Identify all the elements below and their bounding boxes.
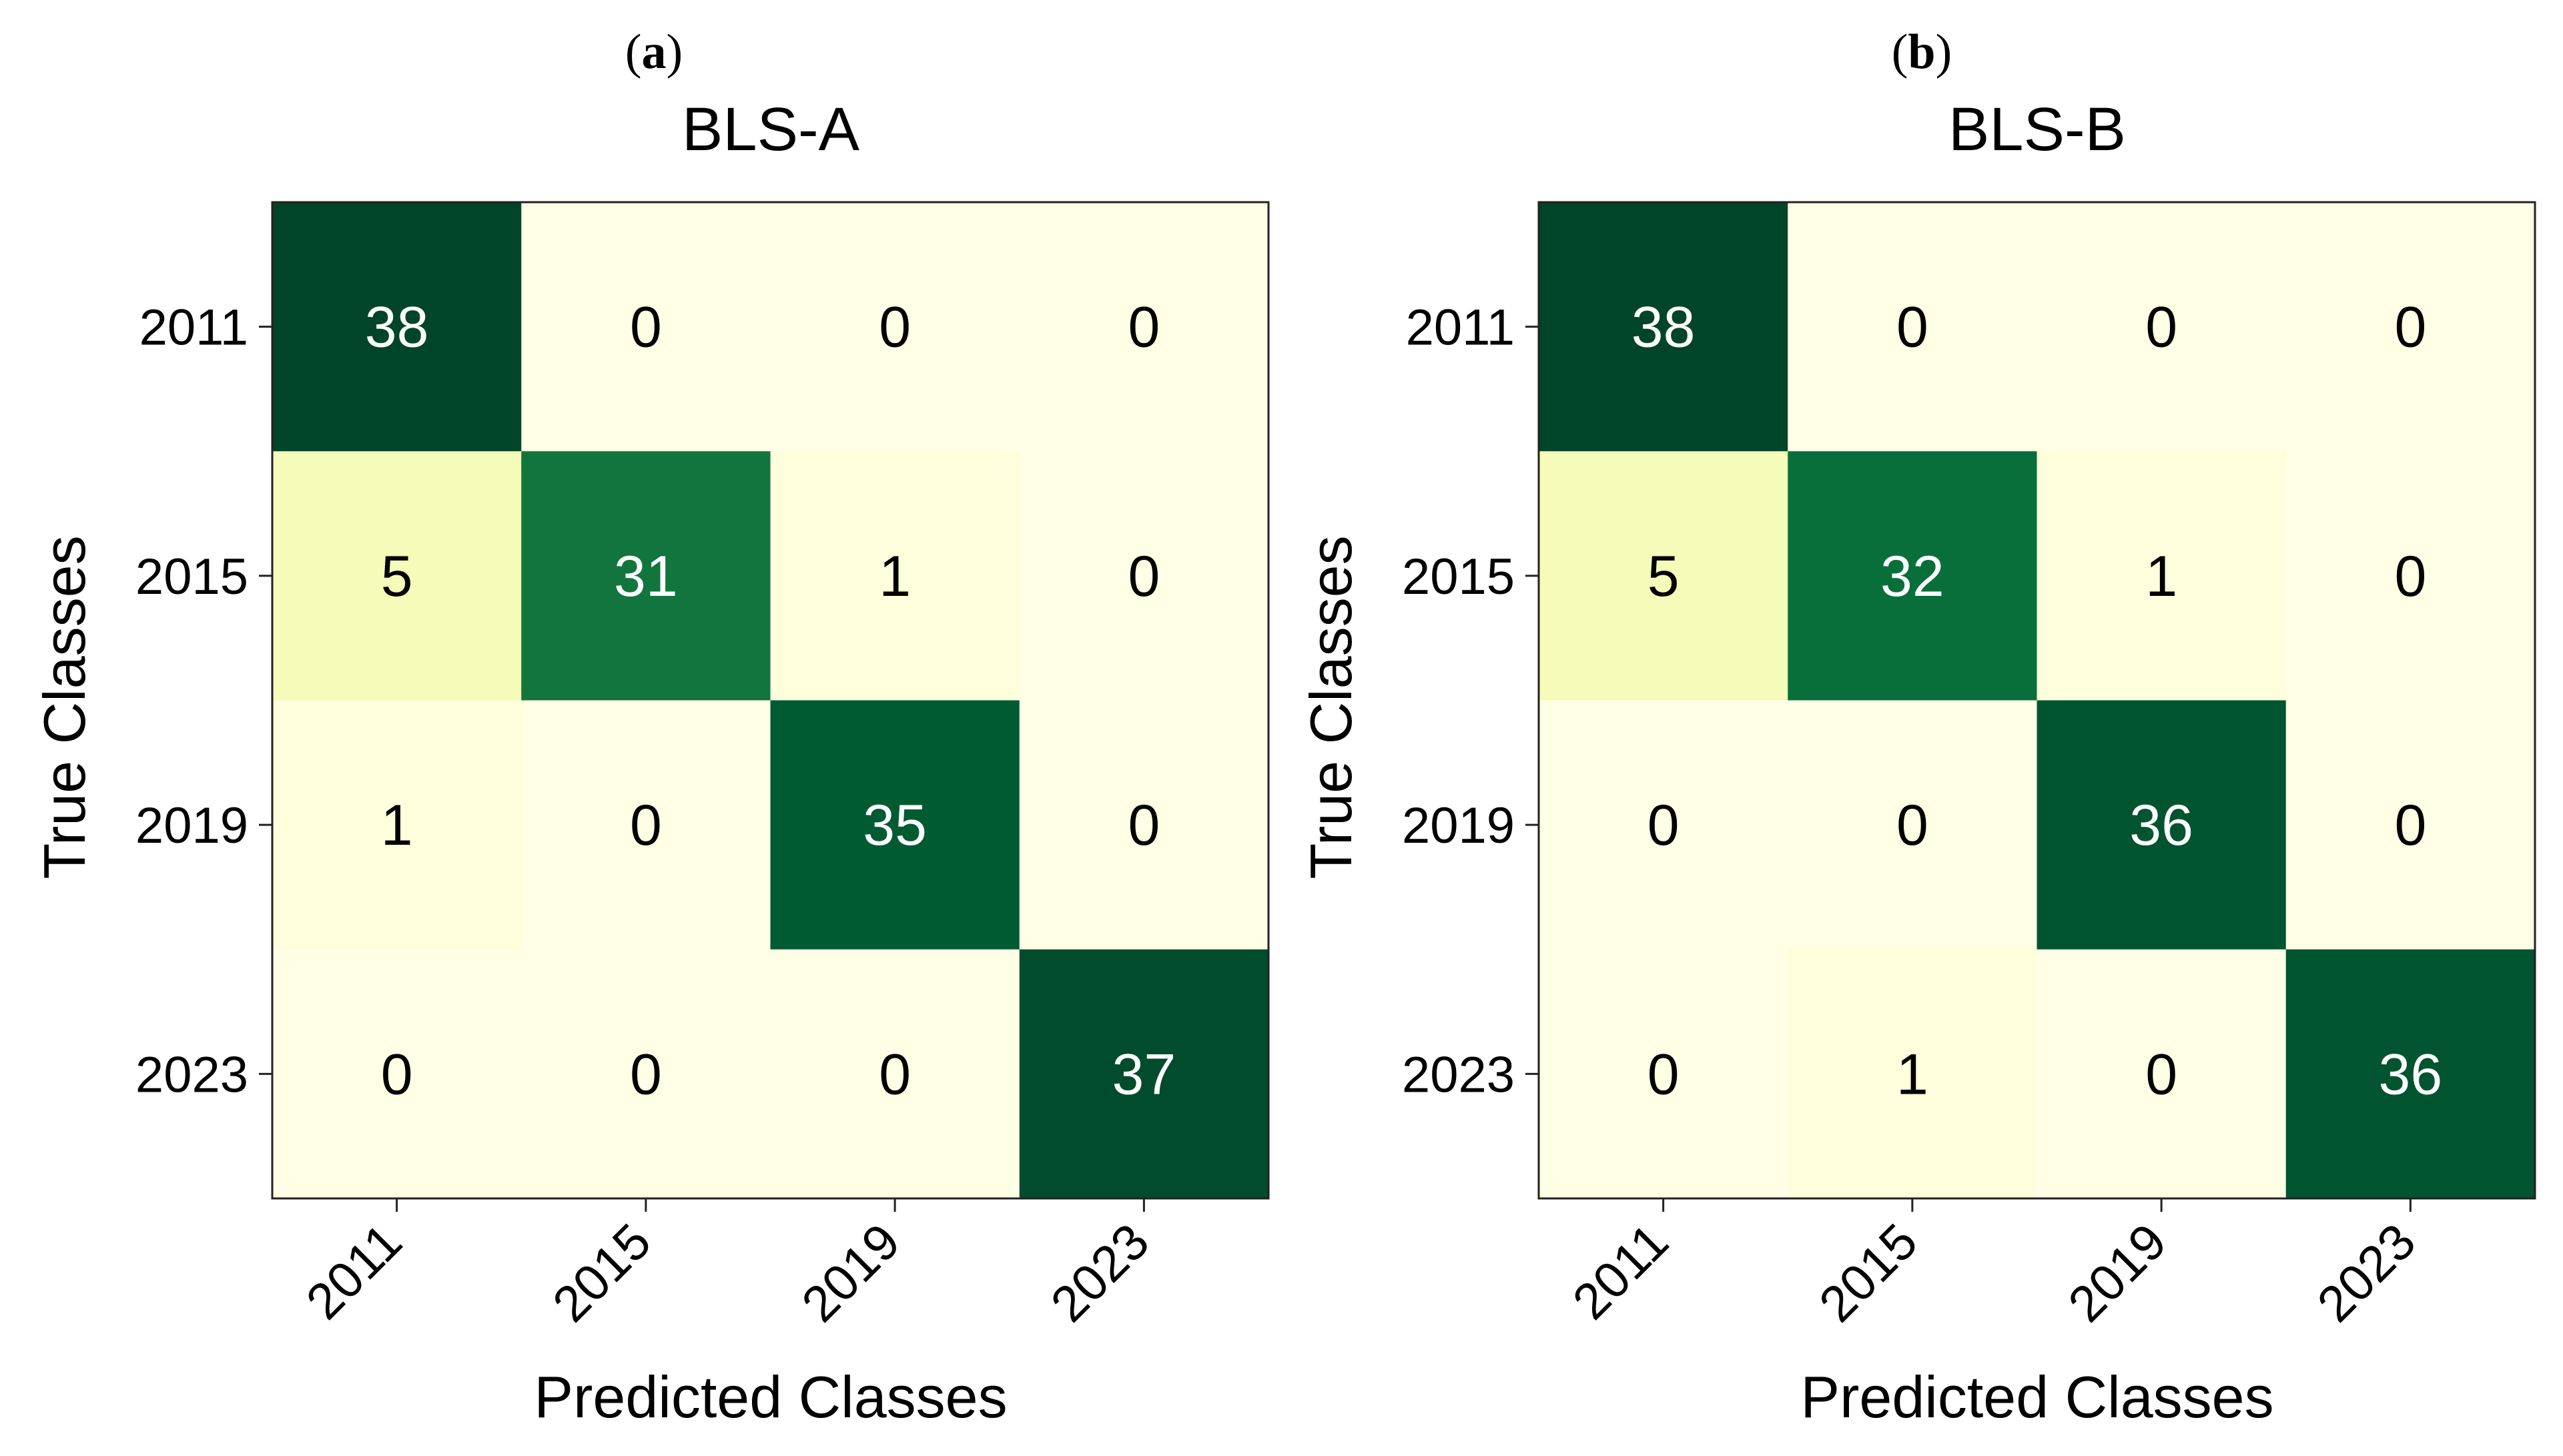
panel-a-title: BLS-A xyxy=(682,95,860,163)
panel-a-cell-2019-2015 xyxy=(521,700,771,950)
panel-a-cell-2011-2015 xyxy=(521,202,771,452)
panel-b-cell-2023-2019 xyxy=(2037,949,2287,1199)
panel-b-cell-value: 0 xyxy=(2394,793,2426,857)
panel-a-ytick-label: 2011 xyxy=(139,300,248,356)
panel-a-matrix: 38 0 0 0 5 31 1 0 1 0 35 0 0 0 0 37 xyxy=(271,201,1270,1200)
panel-a-cell-value: 37 xyxy=(1112,1042,1176,1106)
panel-a-cell-value: 35 xyxy=(863,793,927,857)
panel-a-cell-value: 0 xyxy=(381,1042,413,1106)
panel-b-cell-2019-2019 xyxy=(2037,700,2287,950)
panel-a-cell-2011-2023 xyxy=(1019,202,1269,452)
panel-a-cell-value: 38 xyxy=(365,296,429,360)
panel-a-cell-2023-2023 xyxy=(1019,949,1269,1199)
panel-a-ylabel: True Classes xyxy=(31,535,97,879)
panel-a-cell-2019-2023 xyxy=(1019,700,1269,950)
panel-a-cell-value: 1 xyxy=(879,544,911,609)
panel-b-open-paren: ( xyxy=(1892,25,1908,79)
panel-b-cell-value: 5 xyxy=(1647,544,1680,609)
panel-a-close-paren: ) xyxy=(667,25,683,79)
panel-a-label: (a) xyxy=(625,25,683,79)
panel-a-cell-value: 0 xyxy=(1128,544,1160,609)
panel-b-ytick-label: 2011 xyxy=(1406,300,1515,356)
panel-b-cell-2015-2015 xyxy=(1788,451,2038,701)
panel-a-cell-value: 0 xyxy=(879,1042,911,1106)
panel-a-ytick-label: 2023 xyxy=(135,1046,248,1103)
panel-a-cell-value: 1 xyxy=(381,793,413,857)
panel-b-ytick-label: 2023 xyxy=(1402,1046,1515,1103)
panel-b-cell-2011-2011 xyxy=(1539,202,1788,452)
panel-a: (a) BLS-A 38 0 0 0 5 31 1 0 1 0 35 0 0 0 0 37 2011 2015 2… xyxy=(31,25,1270,1430)
panel-b-cell-2011-2023 xyxy=(2285,202,2536,452)
panel-b-label: (b) xyxy=(1892,25,1952,79)
panel-b-ytick-label: 2015 xyxy=(1402,549,1515,605)
panel-b-cell-2023-2015 xyxy=(1788,949,2038,1199)
panel-b-cell-2019-2023 xyxy=(2285,700,2536,950)
panel-a-cell-2023-2015 xyxy=(521,949,771,1199)
panel-b-cell-2019-2011 xyxy=(1539,700,1788,950)
panel-b-ylabel: True Classes xyxy=(1298,535,1364,879)
panel-b-cell-value: 36 xyxy=(2129,793,2193,857)
panel-b-matrix: 38 0 0 0 5 32 1 0 0 0 36 0 0 1 0 36 xyxy=(1537,201,2536,1200)
panel-a-cell-value: 31 xyxy=(614,544,678,609)
panel-b-cell-2011-2015 xyxy=(1788,202,2038,452)
panel-b-cell-value: 1 xyxy=(2145,544,2177,609)
panel-a-cell-2023-2019 xyxy=(770,949,1020,1199)
panel-a-cell-value: 5 xyxy=(381,544,413,609)
panel-b-cell-value: 0 xyxy=(1896,296,1928,360)
panel-b-cell-value: 0 xyxy=(1647,1042,1680,1106)
panel-a-cell-value: 0 xyxy=(1128,793,1160,857)
panel-b-title: BLS-B xyxy=(1948,95,2126,163)
panel-a-cell-2015-2019 xyxy=(770,451,1020,701)
panel-b-frame xyxy=(1537,201,2536,1200)
panel-b-cell-value: 1 xyxy=(1896,1042,1928,1106)
panel-a-cell-value: 0 xyxy=(879,296,911,360)
panel-a-cell-value: 0 xyxy=(1128,296,1160,360)
panel-b-cell-value: 38 xyxy=(1631,296,1696,360)
panel-a-cell-value: 0 xyxy=(630,296,662,360)
panel-b-ytick-label: 2019 xyxy=(1402,797,1515,854)
panel-b: (b) BLS-B 38 0 0 0 5 32 1 0 0 0 36 0 0 1 0 36 2011 2015 2… xyxy=(1298,25,2536,1430)
panel-a-cell-2015-2015 xyxy=(521,451,771,701)
panel-b-cell-value: 0 xyxy=(1647,793,1680,857)
panel-a-cell-2015-2023 xyxy=(1019,451,1269,701)
panel-b-cell-2023-2011 xyxy=(1539,949,1788,1199)
panel-b-cell-value: 0 xyxy=(1896,793,1928,857)
panel-b-cell-2019-2015 xyxy=(1788,700,2038,950)
panel-a-frame xyxy=(271,201,1270,1200)
panel-b-close-paren: ) xyxy=(1936,25,1952,79)
panel-b-letter: b xyxy=(1908,25,1935,79)
panel-a-cell-2023-2011 xyxy=(272,949,522,1199)
panel-b-cell-2015-2023 xyxy=(2285,451,2536,701)
panel-b-cell-value: 0 xyxy=(2394,296,2426,360)
panel-b-cell-value: 36 xyxy=(2379,1042,2443,1106)
panel-b-cell-2023-2023 xyxy=(2285,949,2536,1199)
panel-b-cell-value: 0 xyxy=(2145,1042,2177,1106)
panel-a-cell-2011-2019 xyxy=(770,202,1020,452)
panel-a-cell-2019-2019 xyxy=(770,700,1020,950)
panel-a-cell-2011-2011 xyxy=(272,202,522,452)
panel-b-cell-value: 32 xyxy=(1880,544,1944,609)
panel-b-xlabel: Predicted Classes xyxy=(1800,1364,2273,1430)
panel-a-cell-2019-2011 xyxy=(272,700,522,950)
panel-a-cell-value: 0 xyxy=(630,793,662,857)
panel-b-cell-2011-2019 xyxy=(2037,202,2287,452)
panel-a-letter: a xyxy=(642,25,667,79)
panel-b-cell-value: 0 xyxy=(2145,296,2177,360)
panel-a-cell-2015-2011 xyxy=(272,451,522,701)
panel-a-xlabel: Predicted Classes xyxy=(534,1364,1007,1430)
panel-b-cell-value: 0 xyxy=(2394,544,2426,609)
panel-b-cell-2015-2011 xyxy=(1539,451,1788,701)
panel-a-cell-value: 0 xyxy=(630,1042,662,1106)
panel-a-ytick-label: 2019 xyxy=(135,797,248,854)
panel-a-open-paren: ( xyxy=(625,25,642,79)
panel-b-cell-2015-2019 xyxy=(2037,451,2287,701)
panel-a-ytick-label: 2015 xyxy=(135,549,248,605)
